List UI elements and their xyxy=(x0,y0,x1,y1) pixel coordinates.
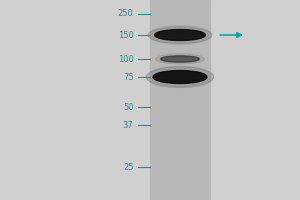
Text: 100: 100 xyxy=(118,54,134,64)
Ellipse shape xyxy=(156,54,204,64)
Ellipse shape xyxy=(146,67,214,87)
Text: 37: 37 xyxy=(123,120,134,130)
Text: 75: 75 xyxy=(123,72,134,82)
Ellipse shape xyxy=(154,29,206,40)
Text: 25: 25 xyxy=(123,162,134,171)
Ellipse shape xyxy=(153,71,207,84)
Text: 150: 150 xyxy=(118,30,134,40)
Bar xyxy=(150,0,210,200)
Ellipse shape xyxy=(148,26,212,44)
Text: 50: 50 xyxy=(123,102,134,112)
Ellipse shape xyxy=(160,56,200,62)
Text: 250: 250 xyxy=(118,9,134,19)
